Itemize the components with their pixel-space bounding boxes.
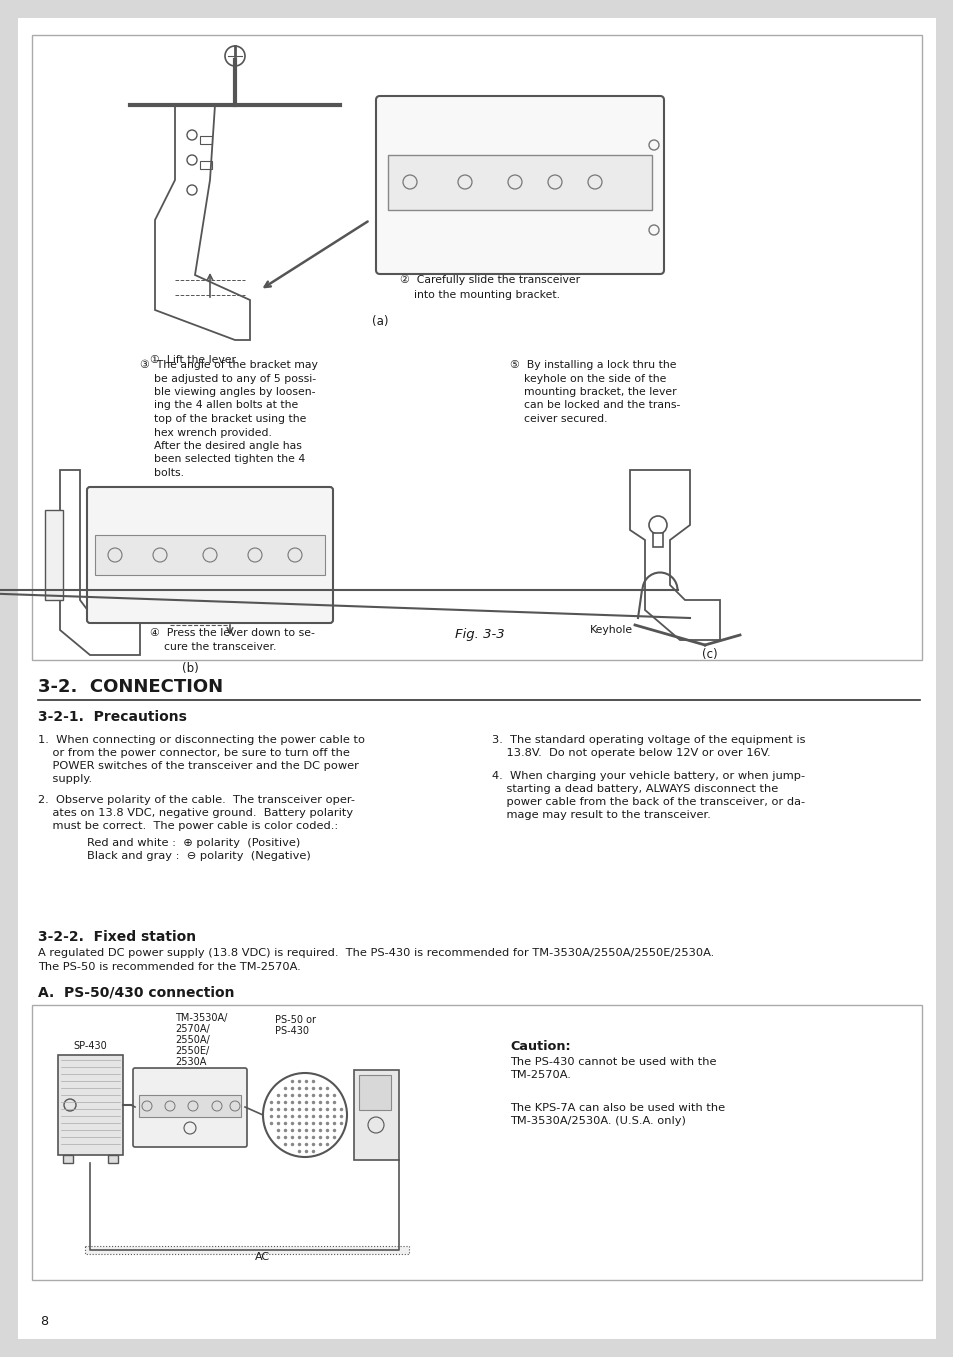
Bar xyxy=(200,161,212,170)
Text: can be locked and the trans-: can be locked and the trans- xyxy=(510,400,679,411)
Text: 2550E/: 2550E/ xyxy=(174,1046,209,1056)
Text: hex wrench provided.: hex wrench provided. xyxy=(140,427,272,437)
Text: 3-2-2.  Fixed station: 3-2-2. Fixed station xyxy=(38,930,196,944)
Text: 2.  Observe polarity of the cable.  The transceiver oper-: 2. Observe polarity of the cable. The tr… xyxy=(38,795,355,805)
Text: 2550A/: 2550A/ xyxy=(174,1035,210,1045)
Text: 3.  The standard operating voltage of the equipment is: 3. The standard operating voltage of the… xyxy=(492,735,804,745)
Text: Black and gray :  ⊖ polarity  (Negative): Black and gray : ⊖ polarity (Negative) xyxy=(58,851,311,860)
Text: TM-3530A/2530A. (U.S.A. only): TM-3530A/2530A. (U.S.A. only) xyxy=(510,1115,685,1126)
Text: cure the transceiver.: cure the transceiver. xyxy=(150,642,276,651)
Text: The PS-50 is recommended for the TM-2570A.: The PS-50 is recommended for the TM-2570… xyxy=(38,962,300,972)
Bar xyxy=(45,510,63,600)
Bar xyxy=(388,155,651,210)
Text: mage may result to the transceiver.: mage may result to the transceiver. xyxy=(492,810,710,820)
Text: mounting bracket, the lever: mounting bracket, the lever xyxy=(510,387,676,398)
FancyBboxPatch shape xyxy=(132,1068,247,1147)
FancyBboxPatch shape xyxy=(375,96,663,274)
Text: ③  The angle of the bracket may: ③ The angle of the bracket may xyxy=(140,360,317,370)
Text: 8: 8 xyxy=(40,1315,48,1329)
Text: ②  Carefully slide the transceiver: ② Carefully slide the transceiver xyxy=(399,275,579,285)
Text: or from the power connector, be sure to turn off the: or from the power connector, be sure to … xyxy=(38,748,350,759)
Bar xyxy=(32,35,921,660)
Text: 2530A: 2530A xyxy=(174,1057,206,1067)
Text: TM-3530A/: TM-3530A/ xyxy=(174,1012,227,1023)
Text: ⑤  By installing a lock thru the: ⑤ By installing a lock thru the xyxy=(510,360,676,370)
Bar xyxy=(95,535,325,575)
Text: Red and white :  ⊕ polarity  (Positive): Red and white : ⊕ polarity (Positive) xyxy=(58,839,300,848)
Text: POWER switches of the transceiver and the DC power: POWER switches of the transceiver and th… xyxy=(38,761,358,771)
Text: keyhole on the side of the: keyhole on the side of the xyxy=(510,373,666,384)
Bar xyxy=(58,1054,123,1155)
Bar xyxy=(652,533,662,547)
Text: The KPS-7A can also be used with the: The KPS-7A can also be used with the xyxy=(510,1103,724,1113)
Text: ing the 4 allen bolts at the: ing the 4 allen bolts at the xyxy=(140,400,298,411)
Text: 1.  When connecting or disconnecting the power cable to: 1. When connecting or disconnecting the … xyxy=(38,735,365,745)
Text: PS-50 or: PS-50 or xyxy=(274,1015,315,1025)
Bar xyxy=(63,1155,73,1163)
Text: ceiver secured.: ceiver secured. xyxy=(510,414,607,423)
Text: Caution:: Caution: xyxy=(510,1039,570,1053)
Text: 2570A/: 2570A/ xyxy=(174,1025,210,1034)
Text: AC: AC xyxy=(254,1253,270,1262)
Text: ates on 13.8 VDC, negative ground.  Battery polarity: ates on 13.8 VDC, negative ground. Batte… xyxy=(38,807,353,818)
Text: (b): (b) xyxy=(181,662,198,674)
Text: ble viewing angles by loosen-: ble viewing angles by loosen- xyxy=(140,387,315,398)
Text: SP-430: SP-430 xyxy=(73,1041,107,1052)
Text: Keyhole: Keyhole xyxy=(589,626,633,635)
Text: must be correct.  The power cable is color coded.:: must be correct. The power cable is colo… xyxy=(38,821,338,830)
Text: into the mounting bracket.: into the mounting bracket. xyxy=(399,290,559,300)
Text: power cable from the back of the transceiver, or da-: power cable from the back of the transce… xyxy=(492,797,804,807)
Text: starting a dead battery, ALWAYS disconnect the: starting a dead battery, ALWAYS disconne… xyxy=(492,784,778,794)
Bar xyxy=(354,1071,398,1160)
Text: ④  Press the lever down to se-: ④ Press the lever down to se- xyxy=(150,628,314,638)
Bar xyxy=(200,136,212,144)
Text: A.  PS-50/430 connection: A. PS-50/430 connection xyxy=(38,987,234,1000)
Text: (a): (a) xyxy=(372,315,388,328)
Text: (c): (c) xyxy=(701,649,717,661)
Bar xyxy=(358,1075,391,1110)
Text: A regulated DC power supply (13.8 VDC) is required.  The PS-430 is recommended f: A regulated DC power supply (13.8 VDC) i… xyxy=(38,949,714,958)
Text: be adjusted to any of 5 possi-: be adjusted to any of 5 possi- xyxy=(140,373,315,384)
Text: 4.  When charging your vehicle battery, or when jump-: 4. When charging your vehicle battery, o… xyxy=(492,771,804,782)
Text: ①  Lift the lever.: ① Lift the lever. xyxy=(150,356,238,365)
Text: 3-2-1.  Precautions: 3-2-1. Precautions xyxy=(38,710,187,725)
Text: PS-430: PS-430 xyxy=(274,1026,309,1035)
Bar xyxy=(32,1006,921,1280)
FancyBboxPatch shape xyxy=(87,487,333,623)
Text: The PS-430 cannot be used with the: The PS-430 cannot be used with the xyxy=(510,1057,716,1067)
Text: 3-2.  CONNECTION: 3-2. CONNECTION xyxy=(38,678,223,696)
Text: After the desired angle has: After the desired angle has xyxy=(140,441,301,451)
Bar xyxy=(139,1095,241,1117)
Bar xyxy=(85,1246,409,1254)
Text: TM-2570A.: TM-2570A. xyxy=(510,1071,570,1080)
Text: top of the bracket using the: top of the bracket using the xyxy=(140,414,306,423)
Text: been selected tighten the 4: been selected tighten the 4 xyxy=(140,455,305,464)
Text: Fig. 3-3: Fig. 3-3 xyxy=(455,628,504,641)
Text: 13.8V.  Do not operate below 12V or over 16V.: 13.8V. Do not operate below 12V or over … xyxy=(492,748,770,759)
Text: supply.: supply. xyxy=(38,773,92,784)
Text: bolts.: bolts. xyxy=(140,468,184,478)
Bar xyxy=(108,1155,118,1163)
